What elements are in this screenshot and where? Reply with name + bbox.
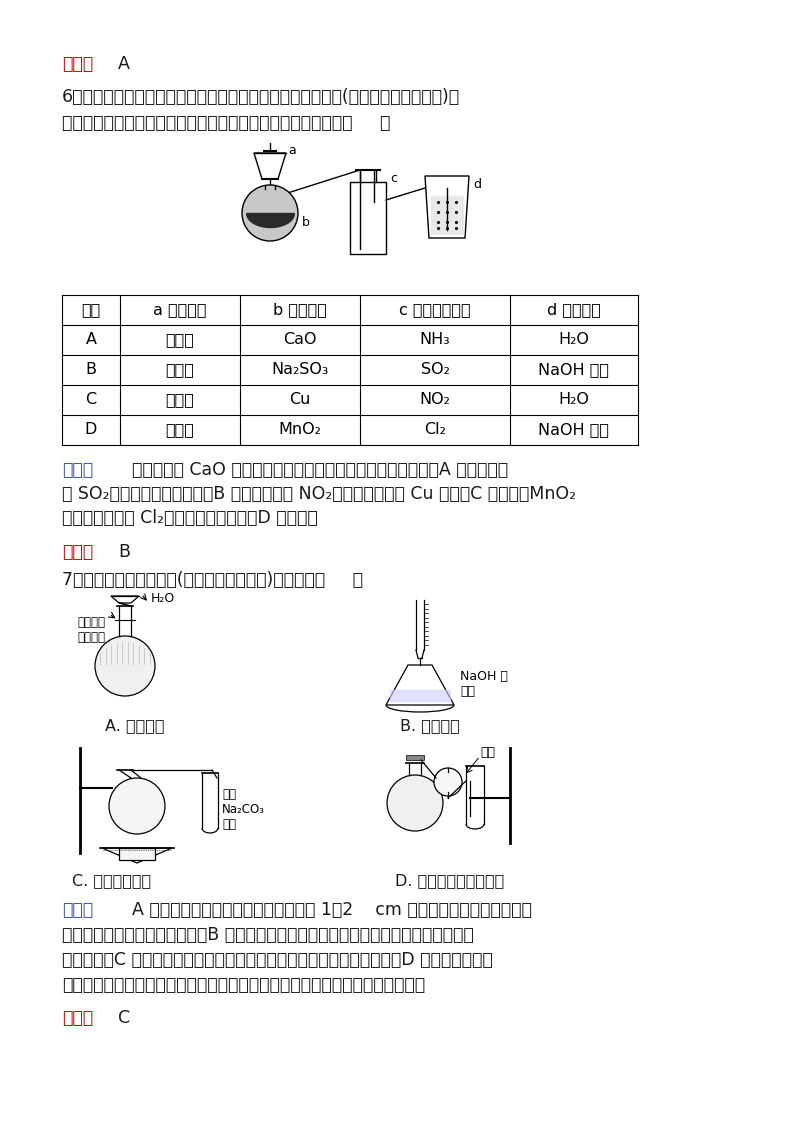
Text: 7．下列实验操作或装置(略去部分夹持仪器)正确的是（     ）: 7．下列实验操作或装置(略去部分夹持仪器)正确的是（ ） [62,571,363,589]
Text: D: D [85,422,97,437]
Text: 空气法收集氨气时，应将导管伸入试管底部，否则收集不到氨气，该选项错误。: 空气法收集氨气时，应将导管伸入试管底部，否则收集不到氨气，该选项错误。 [62,976,425,994]
Text: b: b [302,216,310,230]
Text: 浓硫酸: 浓硫酸 [166,362,194,377]
Text: A 项，配制溶液时应在加水至距刻度线 1～2    cm 时，改用胶头滴管加水至液: A 项，配制溶液时应在加水至距刻度线 1～2 cm 时，改用胶头滴管加水至液 [110,901,532,919]
Circle shape [387,775,443,831]
Text: SO₂: SO₂ [421,362,450,377]
Text: 答案：: 答案： [62,543,93,561]
Text: a 中的物质: a 中的物质 [154,302,206,317]
Text: A. 配制溶液: A. 配制溶液 [105,718,165,734]
Text: 实验室利用 CaO 和浓氨水制取氨气，选择向下排空气法收集，A 项错误；收: 实验室利用 CaO 和浓氨水制取氨气，选择向下排空气法收集，A 项错误；收 [110,461,508,479]
Text: 解析：: 解析： [62,461,93,479]
Circle shape [434,767,462,796]
Text: NaOH 待
测液: NaOH 待 测液 [460,670,508,698]
Text: d 中的物质: d 中的物质 [547,302,601,317]
Text: A: A [86,333,97,348]
Text: 6．实验室中某些气体的制取、收集及尾气处理装置如图所示(省略夹持和净化装置)。: 6．实验室中某些气体的制取、收集及尾气处理装置如图所示(省略夹持和净化装置)。 [62,88,460,106]
Text: 选项错误；C 项，符合实验室制取乙酸乙酯的装置示意图，该选项正确；D 项，利用向下排: 选项错误；C 项，符合实验室制取乙酸乙酯的装置示意图，该选项正确；D 项，利用向… [62,951,493,969]
Text: C: C [86,393,97,408]
Circle shape [242,185,298,241]
Text: Cu: Cu [290,393,310,408]
Text: 答案：: 答案： [62,55,93,72]
Bar [350,182,386,254]
Text: 稀硝酸: 稀硝酸 [166,393,194,408]
Text: c 中收集的气体: c 中收集的气体 [399,302,471,317]
Text: C. 制备乙酸乙酯: C. 制备乙酸乙酯 [72,873,151,887]
Text: 液面与刻
度线相切: 液面与刻 度线相切 [77,616,105,644]
Text: B. 中和滴定: B. 中和滴定 [400,718,460,734]
Text: 答案：: 答案： [62,1009,93,1027]
Text: a: a [288,145,296,157]
Text: H₂O: H₂O [558,393,590,408]
Text: H₂O: H₂O [558,333,590,348]
Text: NaOH 溶液: NaOH 溶液 [538,362,610,377]
Text: 棉花: 棉花 [480,746,495,760]
Text: MnO₂: MnO₂ [278,422,322,437]
Text: 集 SO₂时选择向上排空气法，B 项正确；制取 NO₂时选择浓硝酸和 Cu 反应，C 项错误；MnO₂: 集 SO₂时选择向上排空气法，B 项正确；制取 NO₂时选择浓硝酸和 Cu 反应… [62,484,576,503]
Text: 浓盐酸: 浓盐酸 [166,422,194,437]
Text: NO₂: NO₂ [419,393,450,408]
Text: D. 制备收集干燥的氨气: D. 制备收集干燥的氨气 [395,873,504,887]
Circle shape [109,778,165,834]
Text: NH₃: NH₃ [420,333,450,348]
Text: H₂O: H₂O [151,592,175,604]
Circle shape [95,636,155,696]
Bar [406,755,424,760]
Text: B: B [86,362,97,377]
Text: A: A [118,55,130,72]
Text: 面与刻度线相切，该选项错误；B 项，中和滴定碱时，酸溶液应盛放在酸式滴定管中，该: 面与刻度线相切，该选项错误；B 项，中和滴定碱时，酸溶液应盛放在酸式滴定管中，该 [62,926,474,944]
Text: b 中的物质: b 中的物质 [273,302,327,317]
Text: B: B [118,543,130,561]
Text: Cl₂: Cl₂ [424,422,446,437]
Text: 解析：: 解析： [62,901,93,919]
Text: c: c [390,172,397,185]
Text: C: C [118,1009,130,1027]
Text: 选项: 选项 [82,302,101,317]
Bar [119,848,155,860]
Text: 浓氨水: 浓氨水 [166,333,194,348]
Text: CaO: CaO [283,333,317,348]
Text: 氧化浓盐酸制取 Cl₂需要加热才能发生，D 项错误。: 氧化浓盐酸制取 Cl₂需要加热才能发生，D 项错误。 [62,509,318,528]
Text: NaOH 溶液: NaOH 溶液 [538,422,610,437]
Text: d: d [473,178,481,190]
Text: Na₂SO₃: Na₂SO₃ [271,362,329,377]
Text: 仅用此装置和表中提供的物质完成相关实验，最合理的选择是（     ）: 仅用此装置和表中提供的物质完成相关实验，最合理的选择是（ ） [62,114,390,132]
Text: 饱和
Na₂CO₃
溶液: 饱和 Na₂CO₃ 溶液 [222,788,265,831]
